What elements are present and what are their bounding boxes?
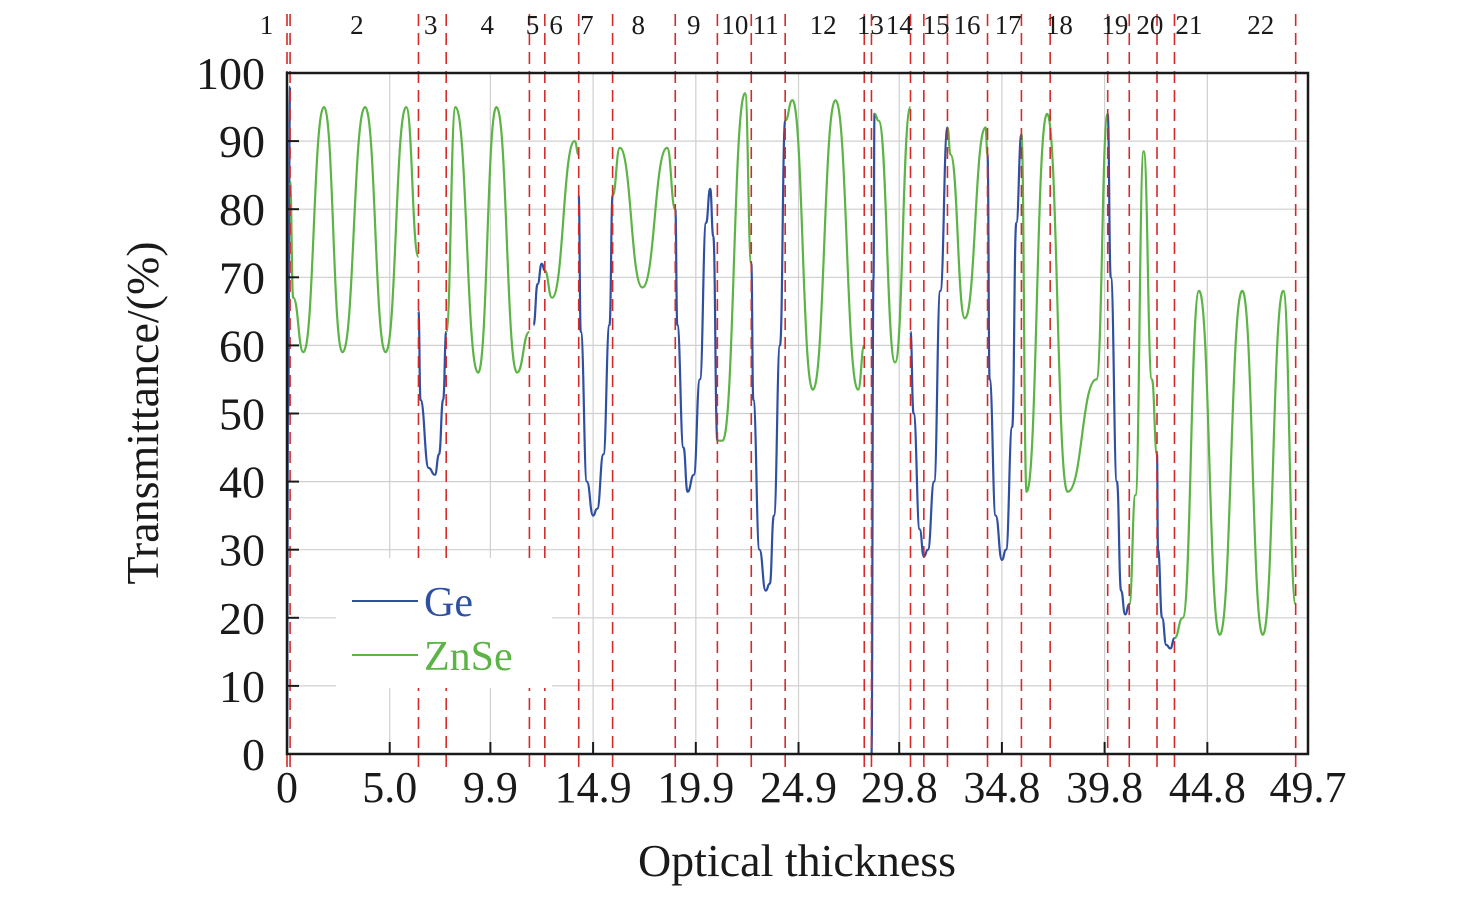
y-tick-label: 30 — [219, 525, 265, 576]
x-tick-label: 19.9 — [657, 763, 734, 812]
x-tick-label: 0 — [276, 763, 298, 812]
x-tick-label: 49.7 — [1270, 763, 1347, 812]
series-znse-segment — [1173, 289, 1297, 640]
layer-label: 18 — [1046, 10, 1073, 40]
series-znse-segment — [1020, 112, 1109, 493]
layer-label: 21 — [1175, 10, 1202, 40]
layer-label: 14 — [886, 10, 914, 40]
layer-label: 9 — [687, 10, 701, 40]
layer-label: 11 — [753, 10, 779, 40]
x-tick-label: 39.8 — [1066, 763, 1143, 812]
y-axis: 0 10 20 30 40 50 60 70 80 90 100 — [196, 48, 299, 780]
legend: Ge ZnSe — [336, 558, 552, 688]
x-tick-label: 14.9 — [555, 763, 632, 812]
layer-label: 13 — [857, 10, 884, 40]
layer-label: 12 — [810, 10, 837, 40]
layer-label: 6 — [549, 10, 563, 40]
series-ge-segment — [674, 187, 719, 493]
layer-label: 20 — [1136, 10, 1163, 40]
y-tick-label: 20 — [219, 593, 265, 644]
layer-labels: 1 2 3 4 5 6 7 8 9 10 11 12 13 14 15 16 17 18 19 20 21 22 — [260, 10, 1275, 40]
legend-box — [336, 558, 552, 688]
x-tick-label: 9.9 — [463, 763, 518, 812]
x-axis: 0 5.0 9.9 14.9 19.9 24.9 29.8 34.8 39.8 44.8 49.7 — [276, 742, 1347, 812]
series-znse-segment — [874, 106, 912, 364]
y-tick-label: 50 — [219, 389, 265, 440]
series-znse-segment — [784, 99, 866, 391]
series-ge-segment — [986, 133, 1023, 561]
x-tick-label: 5.0 — [362, 763, 417, 812]
y-tick-label: 100 — [196, 48, 265, 99]
layer-label: 22 — [1247, 10, 1274, 40]
series-znse-segment — [611, 146, 677, 289]
series-znse — [289, 92, 1297, 640]
series-ge — [285, 85, 1176, 756]
x-tick-label: 34.8 — [963, 763, 1040, 812]
series-znse-segment — [289, 106, 420, 354]
x-tick-label: 44.8 — [1169, 763, 1246, 812]
x-axis-title: Optical thickness — [638, 835, 956, 886]
series-znse-segment — [543, 140, 580, 299]
layer-label: 3 — [424, 10, 438, 40]
layer-label: 1 — [260, 10, 274, 40]
y-tick-label: 80 — [219, 184, 265, 235]
series-ge-segment — [909, 126, 949, 558]
x-tick-label: 24.9 — [760, 763, 837, 812]
y-tick-label: 40 — [219, 457, 265, 508]
series-ge-segment — [1106, 112, 1130, 616]
y-tick-label: 70 — [219, 252, 265, 303]
legend-label-ge: Ge — [424, 580, 473, 626]
layer-label: 10 — [721, 10, 748, 40]
layer-label: 2 — [350, 10, 364, 40]
layer-label: 8 — [632, 10, 646, 40]
y-tick-label: 60 — [219, 320, 265, 371]
layer-label: 15 — [923, 10, 950, 40]
layer-label: 7 — [580, 10, 594, 40]
layer-label: 4 — [481, 10, 495, 40]
layer-label: 17 — [995, 10, 1022, 40]
series-ge-segment — [417, 310, 448, 476]
series-ge-segment — [750, 119, 787, 592]
layer-label: 16 — [953, 10, 980, 40]
series-ge-segment — [532, 262, 546, 327]
y-tick-label: 90 — [219, 116, 265, 167]
series-znse-segment — [445, 106, 531, 374]
series-znse-segment — [946, 126, 989, 320]
y-tick-label: 0 — [242, 729, 265, 780]
series-layer — [285, 85, 1297, 756]
layer-label: 5 — [526, 10, 540, 40]
series-znse-segment — [717, 92, 753, 442]
series-znse-segment — [1128, 150, 1159, 606]
legend-label-znse: ZnSe — [424, 634, 513, 680]
layer-label: 19 — [1101, 10, 1128, 40]
y-axis-title: Transmittance/(%) — [117, 241, 168, 584]
y-tick-label: 10 — [219, 661, 265, 712]
x-tick-label: 29.8 — [861, 763, 938, 812]
series-ge-segment — [577, 194, 614, 517]
